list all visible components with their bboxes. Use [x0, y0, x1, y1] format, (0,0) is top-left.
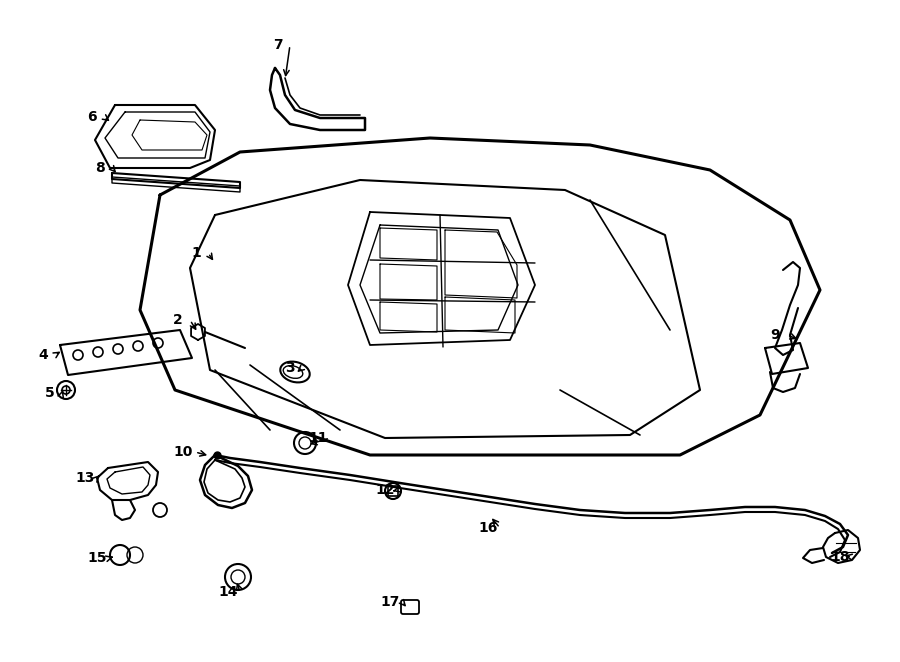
- Text: 10: 10: [174, 445, 193, 459]
- Text: 7: 7: [274, 38, 283, 52]
- Text: 13: 13: [76, 471, 94, 485]
- Text: 11: 11: [308, 431, 328, 445]
- Text: 3: 3: [285, 361, 295, 375]
- Text: 14: 14: [218, 585, 238, 599]
- Bar: [388, 486, 398, 496]
- Text: 12: 12: [375, 483, 395, 497]
- Text: 9: 9: [770, 328, 779, 342]
- Text: 2: 2: [173, 313, 183, 327]
- Text: 6: 6: [87, 110, 97, 124]
- Text: 18: 18: [830, 550, 850, 564]
- Text: 1: 1: [191, 246, 201, 260]
- Text: 17: 17: [381, 595, 400, 609]
- Text: 5: 5: [45, 386, 55, 400]
- Text: 8: 8: [95, 161, 105, 175]
- Text: 4: 4: [38, 348, 48, 362]
- Text: 15: 15: [87, 551, 107, 565]
- Text: 16: 16: [478, 521, 498, 535]
